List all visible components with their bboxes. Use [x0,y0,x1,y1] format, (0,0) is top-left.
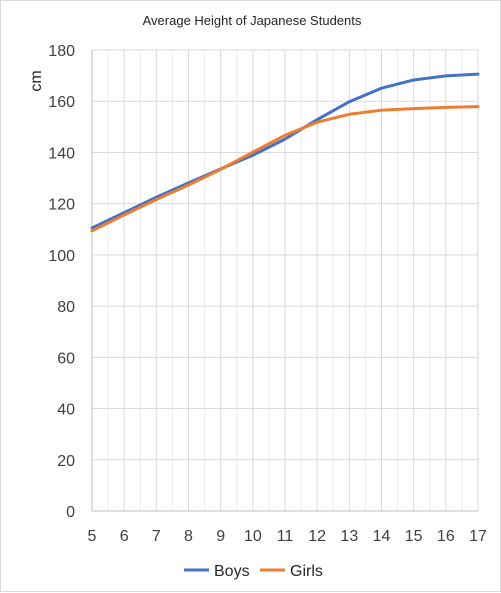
gridlines [91,49,479,512]
x-tick-label: 6 [120,528,129,545]
y-tick-label: 100 [48,248,75,265]
x-tick-label: 17 [469,528,487,545]
x-tick-label: 15 [405,528,423,545]
legend-label-boys: Boys [214,563,250,580]
x-tick-label: 12 [308,528,326,545]
x-tick-label: 13 [340,528,358,545]
x-tick-label: 11 [277,528,294,545]
y-tick-label: 160 [48,94,75,111]
x-tick-label: 9 [216,528,225,545]
x-tick-label: 10 [244,528,262,545]
x-tick-label: 8 [184,528,193,545]
y-tick-label: 60 [57,350,75,367]
axes: 0 20 40 60 80 100 120 140 160 180 5 6 7 8 9 10 11 12 13 14 1… [48,43,487,545]
series-lines [90,72,480,233]
y-tick-label: 20 [57,453,75,470]
y-tick-label: 0 [66,504,75,521]
y-tick-label: 40 [57,402,75,419]
y-tick-label: 80 [57,299,75,316]
x-tick-label: 5 [88,528,97,545]
series-line-girls [90,105,480,233]
legend: Boys Girls [184,563,323,580]
y-tick-label: 140 [48,145,75,162]
legend-label-girls: Girls [290,563,323,580]
x-tick-label: 14 [373,528,391,545]
chart-title: Average Height of Japanese Students [143,13,362,28]
y-axis-label: cm [28,70,45,91]
y-tick-label: 180 [48,43,75,60]
y-tick-label: 120 [48,197,75,214]
x-tick-label: 16 [437,528,455,545]
series-line-boys [90,72,480,230]
x-tick-label: 7 [152,528,161,545]
